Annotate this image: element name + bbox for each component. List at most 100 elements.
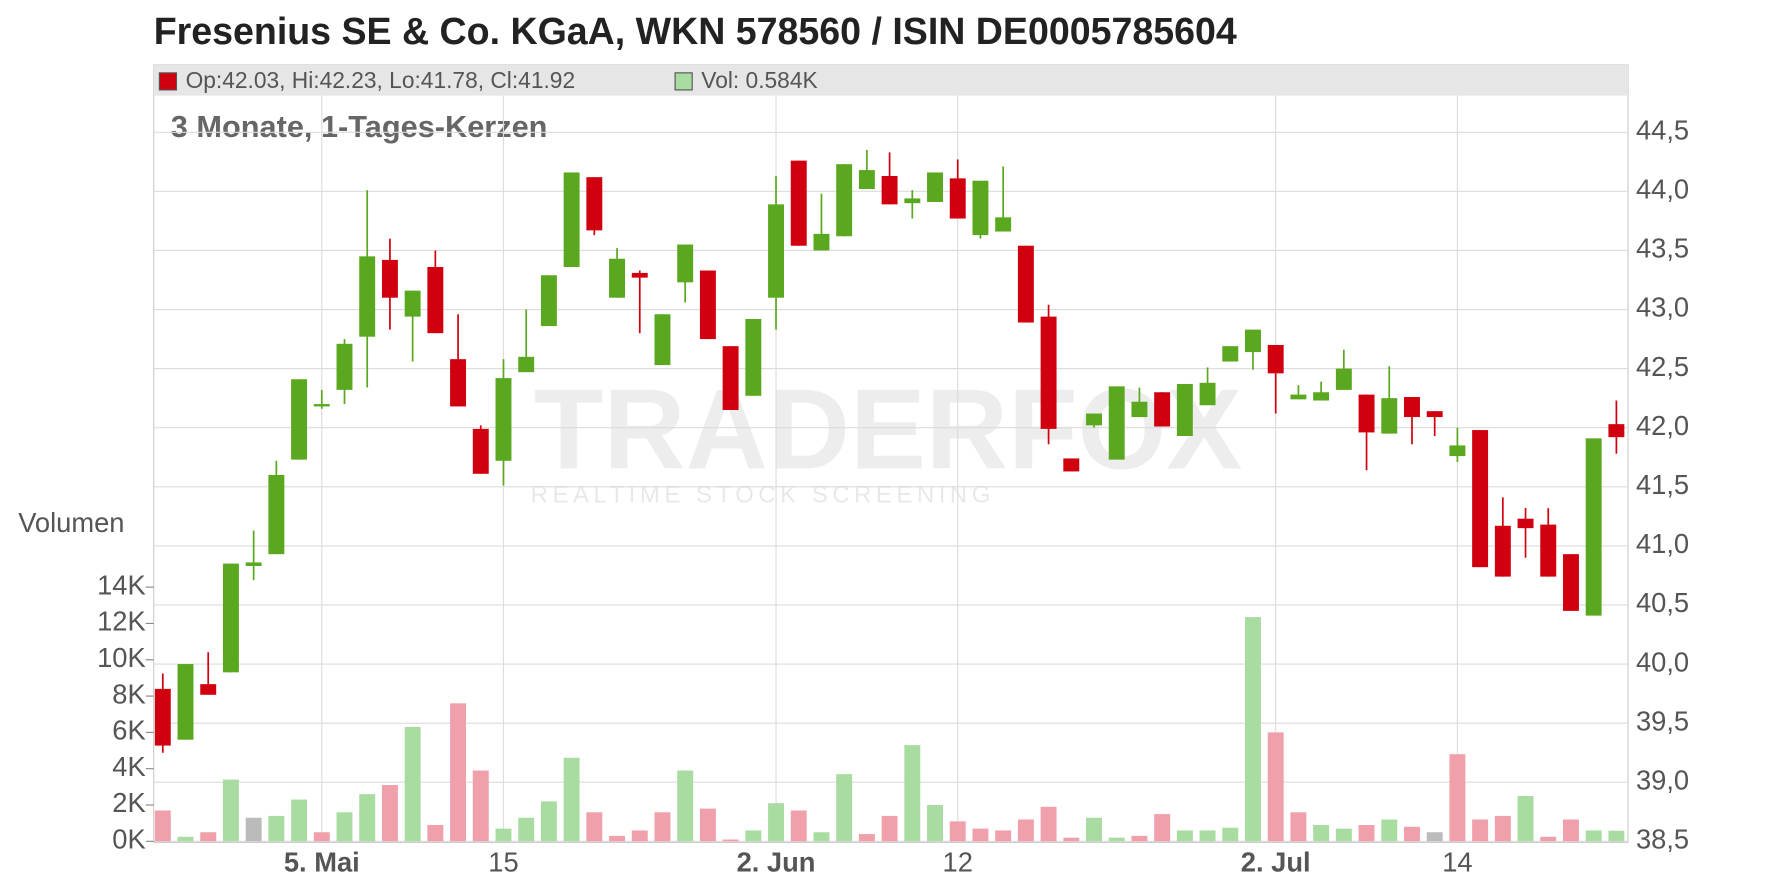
volume-bar [609,835,626,842]
candle-body [1608,424,1625,438]
candle-body [404,290,421,317]
volume-bar [631,830,648,842]
volume-bar [1040,806,1057,842]
candle-body [836,164,853,237]
volume-bar [1245,617,1261,842]
candle-body [427,266,444,334]
candle-body [1404,396,1420,418]
y2-tick-label: 0K [112,824,145,855]
volume-bar [836,774,853,842]
header-band [153,64,1629,96]
candle-body [291,379,308,460]
candle-body [949,178,966,219]
candle-body [1313,392,1330,401]
volume-bar [949,821,966,842]
volume-bar [1017,819,1034,842]
volume-bar [1086,817,1102,842]
volume-bar [154,810,171,842]
candle-body [472,428,489,474]
volume-bar [381,785,398,842]
candle-body [1267,344,1284,374]
x-tick-label: 2. Jun [737,846,816,877]
candle-body [268,474,285,555]
y2-tick-label: 10K [97,642,146,673]
volume-bar [1108,837,1125,842]
subtitle: 3 Monate, 1-Tages-Kerzen [171,109,548,144]
candle-body [995,217,1012,232]
volume-bar [1222,827,1239,842]
y-tick-label: 42,0 [1636,410,1689,441]
candle-body [768,204,785,298]
y2-tick-label: 12K [97,606,146,637]
candle-body [1335,368,1352,390]
x-tick-label: 2. Jul [1241,846,1311,877]
watermark-tagline: REALTIME STOCK SCREENING [531,482,995,509]
candle-body [654,314,671,366]
volume-bar [1063,837,1080,842]
candle-body [336,343,353,390]
candle-body [1358,394,1375,433]
volume-bar [995,830,1012,842]
volume-bar [427,824,444,842]
volume-bar [1472,819,1489,842]
volume-bar [813,832,830,842]
volume-bar [1426,832,1443,842]
candle-body [518,356,535,373]
x-tick-label: 12 [943,846,973,877]
volume-bar [722,839,739,842]
candle-body [1562,554,1579,611]
candle-body [381,259,398,298]
volume-label: Vol: 0.584K [701,67,817,93]
candle-body [1517,518,1534,529]
chart-title: Fresenius SE & Co. KGaA, WKN 578560 / IS… [154,10,1237,52]
volume-bar [904,745,921,842]
candle-body [1040,316,1057,429]
volume-bar [654,812,671,842]
volume-bar [1585,830,1602,842]
volume-bar [359,794,376,842]
volume-bar [1540,836,1557,842]
candle-body [313,404,330,407]
candle-body [858,170,875,189]
candle-body [450,359,467,407]
x-tick-label: 14 [1442,846,1472,877]
volume-legend-icon [674,72,693,91]
candle-body [1199,382,1216,406]
candle-body [1063,458,1080,472]
candle-body [177,664,194,740]
volume-bar [1267,732,1284,842]
volume-bar [881,815,898,842]
volume-bar [1199,830,1216,842]
candle-body [1108,386,1125,460]
y-tick-label: 39,5 [1636,705,1689,736]
candle-body [1290,394,1307,400]
volume-bar [1313,824,1330,842]
y-tick-label: 43,0 [1636,292,1689,323]
volume-bar [291,799,308,842]
candle-body [972,180,989,236]
candle-body [245,562,262,566]
volume-axis-label: Volumen [18,507,124,538]
candle-body [813,233,830,251]
y-tick-label: 42,5 [1636,351,1689,382]
volume-bar [495,828,512,842]
volume-bar [1335,828,1352,842]
candle-body [1472,430,1489,568]
candle-body [495,378,512,461]
candle-body [631,272,648,278]
candle-body [222,563,239,673]
ohlc-label: Op:42.03, Hi:42.23, Lo:41.78, Cl:41.92 [186,67,576,93]
candle-body [904,198,921,204]
volume-bar [450,703,467,842]
volume-bar [927,805,943,842]
candle-body [1131,401,1148,418]
candle-body [790,160,807,246]
volume-bar [472,770,489,842]
volume-bar [540,801,557,842]
candle-body [1585,438,1602,616]
volume-bar [200,832,217,842]
y-tick-label: 43,5 [1636,233,1689,264]
y-tick-label: 41,0 [1636,528,1689,559]
volume-bar [1494,815,1511,842]
